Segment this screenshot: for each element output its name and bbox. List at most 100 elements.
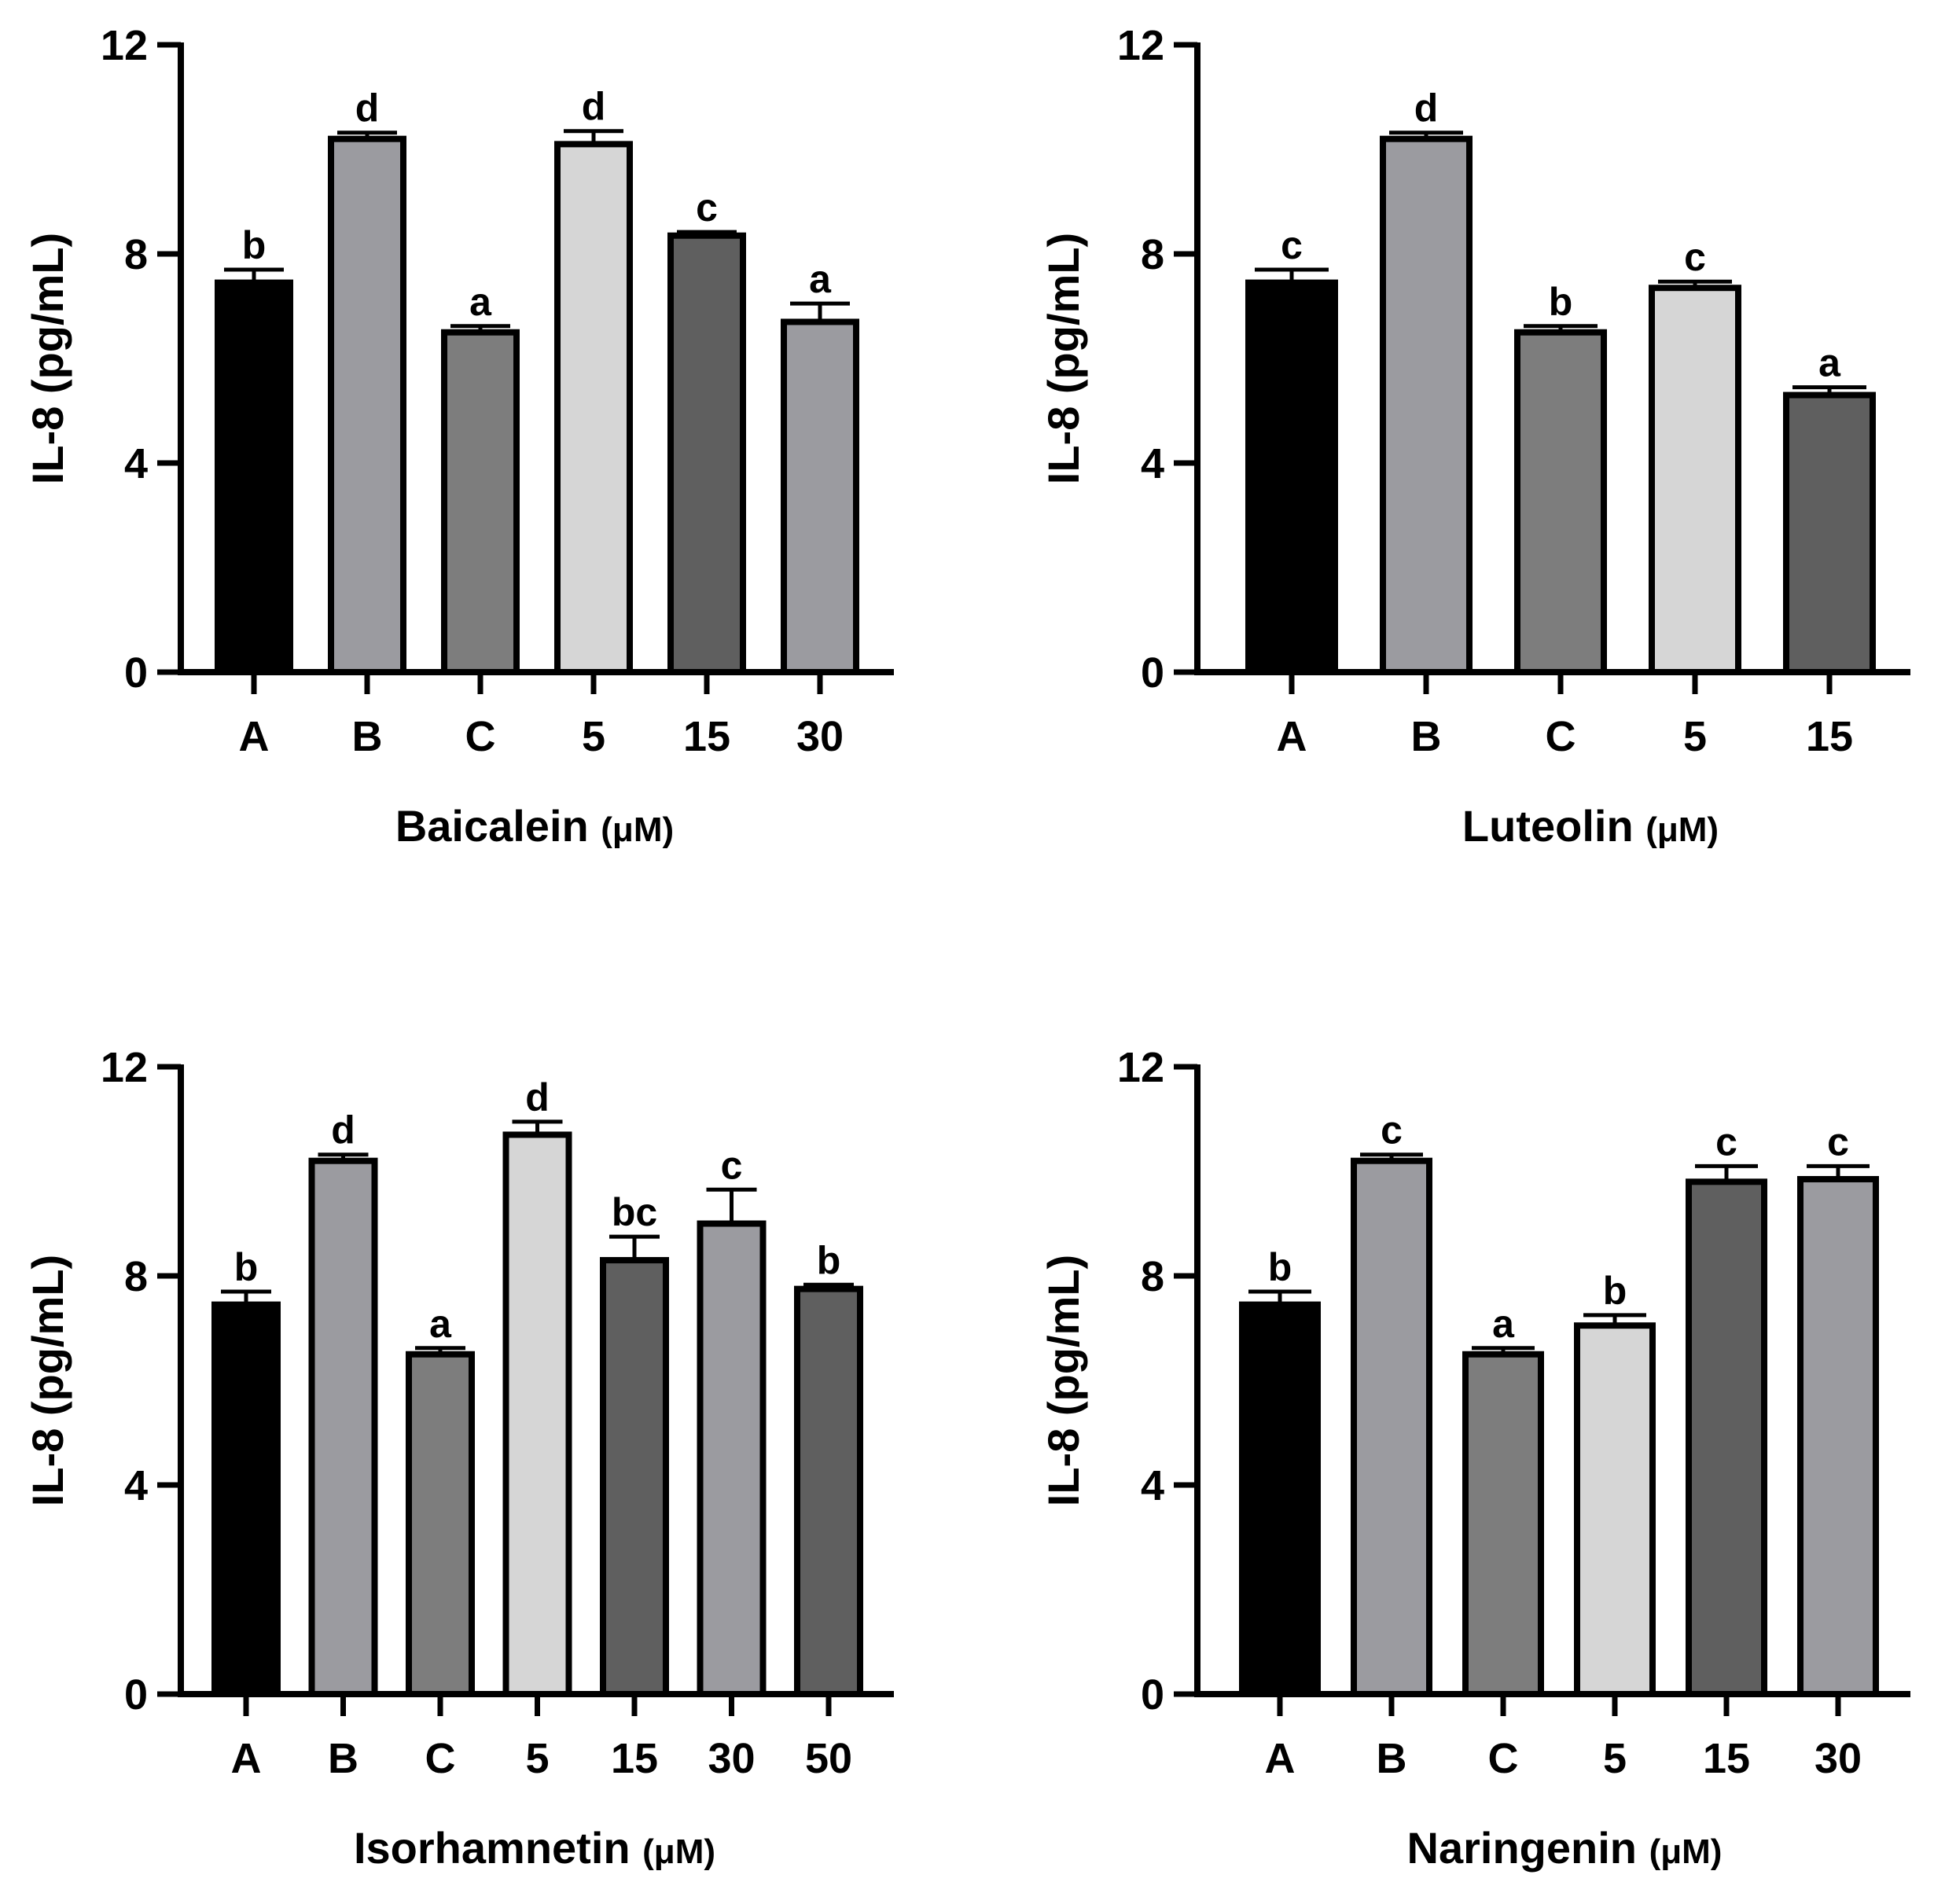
category-label: 5 xyxy=(582,713,605,760)
category-label: 30 xyxy=(1815,1735,1862,1782)
bar xyxy=(1649,285,1741,675)
category-label: 5 xyxy=(1603,1735,1627,1782)
x-axis-title: Baicalein (μM) xyxy=(395,801,674,851)
significance-label: a xyxy=(469,280,492,324)
category-label: B xyxy=(328,1735,358,1782)
significance-label: d xyxy=(1414,86,1439,130)
significance-label: b xyxy=(817,1238,841,1282)
bar xyxy=(1514,329,1607,675)
category-label: 15 xyxy=(683,713,730,760)
x-axis-title-name: Naringenin xyxy=(1407,1823,1649,1873)
x-axis-title-unit: (μM) xyxy=(1649,1832,1723,1871)
x-axis-title-unit: (μM) xyxy=(601,810,674,849)
significance-label: c xyxy=(1381,1108,1403,1152)
x-axis-title-unit: (μM) xyxy=(1645,810,1719,849)
y-tick-label: 12 xyxy=(101,1044,148,1091)
bar xyxy=(211,1301,281,1697)
category-label: 50 xyxy=(805,1735,852,1782)
significance-label: bc xyxy=(612,1190,657,1234)
significance-label: a xyxy=(1492,1302,1515,1346)
panel-luteolin: c Ad Bb Cc 5 a 15 0 4 8 12 IL-8 (pg/mL) Luteolin (μM… xyxy=(1039,22,1910,851)
x-axis-title-name: Isorhamnetin xyxy=(354,1823,642,1873)
bar xyxy=(1380,135,1473,675)
y-axis-title: IL-8 (pg/mL) xyxy=(23,1255,72,1506)
category-label: 30 xyxy=(708,1735,755,1782)
y-tick-label: 0 xyxy=(1141,1671,1164,1718)
bar xyxy=(667,232,746,676)
category-label: C xyxy=(465,713,496,760)
y-tick-label: 4 xyxy=(1141,440,1164,487)
panel-isorhamnetin: b Ad Ba Cd 5 bc 15 c 30 b 50 0 4 8 12 IL-8 (pg/mL) Isorh… xyxy=(23,1044,894,1873)
y-tick-label: 12 xyxy=(1117,22,1164,69)
y-tick-label: 12 xyxy=(101,22,148,69)
category-label: 5 xyxy=(525,1735,549,1782)
bar xyxy=(1797,1175,1879,1697)
significance-label: c xyxy=(1715,1119,1737,1163)
category-label: A xyxy=(1277,713,1307,760)
y-tick-label: 12 xyxy=(1117,1044,1164,1091)
y-tick-label: 8 xyxy=(1141,231,1164,278)
significance-label: b xyxy=(1268,1245,1292,1289)
bar xyxy=(441,329,520,675)
significance-label: d xyxy=(331,1108,355,1152)
category-label: A xyxy=(231,1735,262,1782)
y-axis-title: IL-8 (pg/mL) xyxy=(1039,233,1088,484)
significance-label: a xyxy=(1818,341,1841,385)
bar xyxy=(697,1220,767,1697)
y-tick-label: 4 xyxy=(124,440,148,487)
y-tick-label: 8 xyxy=(124,1253,148,1300)
category-label: 30 xyxy=(796,713,844,760)
bar xyxy=(1686,1178,1767,1698)
category-label: 15 xyxy=(1703,1735,1750,1782)
bar xyxy=(1783,391,1876,675)
significance-label: b xyxy=(1549,280,1573,324)
y-tick-label: 8 xyxy=(1141,1253,1164,1300)
bar xyxy=(502,1131,572,1697)
significance-label: d xyxy=(355,86,380,130)
bar xyxy=(794,1285,863,1697)
bar xyxy=(406,1351,475,1697)
bar xyxy=(600,1257,669,1698)
category-label: B xyxy=(1411,713,1442,760)
x-axis-title: Luteolin (μM) xyxy=(1462,801,1719,851)
significance-label: d xyxy=(525,1075,550,1119)
category-label: B xyxy=(1377,1735,1407,1782)
y-tick-label: 0 xyxy=(124,649,148,697)
significance-label: c xyxy=(1684,235,1706,279)
y-tick-label: 4 xyxy=(124,1462,148,1509)
category-label: C xyxy=(425,1735,456,1782)
bar xyxy=(1462,1351,1544,1697)
y-tick-label: 0 xyxy=(124,1671,148,1718)
x-axis-title: Isorhamnetin (μM) xyxy=(354,1823,715,1873)
significance-label: c xyxy=(1281,223,1303,267)
x-axis-title: Naringenin (μM) xyxy=(1407,1823,1723,1873)
significance-label: b xyxy=(1603,1269,1627,1313)
category-label: 5 xyxy=(1683,713,1707,760)
bar xyxy=(781,318,859,675)
panel-baicalein: b Ad Ba Cd 5 c 15 a 30 0 4 8 12 IL-8 (pg/mL) Baicalein… xyxy=(23,22,894,851)
bar xyxy=(1245,279,1338,675)
category-label: 15 xyxy=(611,1735,658,1782)
category-label: C xyxy=(1488,1735,1519,1782)
bar xyxy=(554,141,633,676)
category-label: B xyxy=(352,713,383,760)
significance-label: b xyxy=(234,1245,259,1289)
bar xyxy=(1574,1322,1656,1698)
y-tick-label: 8 xyxy=(124,231,148,278)
x-axis-title-name: Luteolin xyxy=(1462,801,1645,851)
y-tick-label: 0 xyxy=(1141,649,1164,697)
significance-label: a xyxy=(809,257,832,301)
significance-label: a xyxy=(429,1302,452,1346)
category-label: A xyxy=(1265,1735,1296,1782)
significance-label: d xyxy=(582,85,606,129)
panel-naringenin: b Ac Ba Cb 5 c 15 c 30 0 4 8 12 IL-8 (pg/mL) Naringeni… xyxy=(1039,1044,1910,1873)
significance-label: c xyxy=(696,186,718,230)
category-label: C xyxy=(1546,713,1576,760)
x-axis-title-unit: (μM) xyxy=(642,1832,715,1871)
bar xyxy=(1239,1301,1321,1697)
significance-label: c xyxy=(1827,1119,1849,1163)
y-axis-title: IL-8 (pg/mL) xyxy=(23,233,72,484)
bar xyxy=(328,135,406,675)
y-axis-title: IL-8 (pg/mL) xyxy=(1039,1255,1088,1506)
